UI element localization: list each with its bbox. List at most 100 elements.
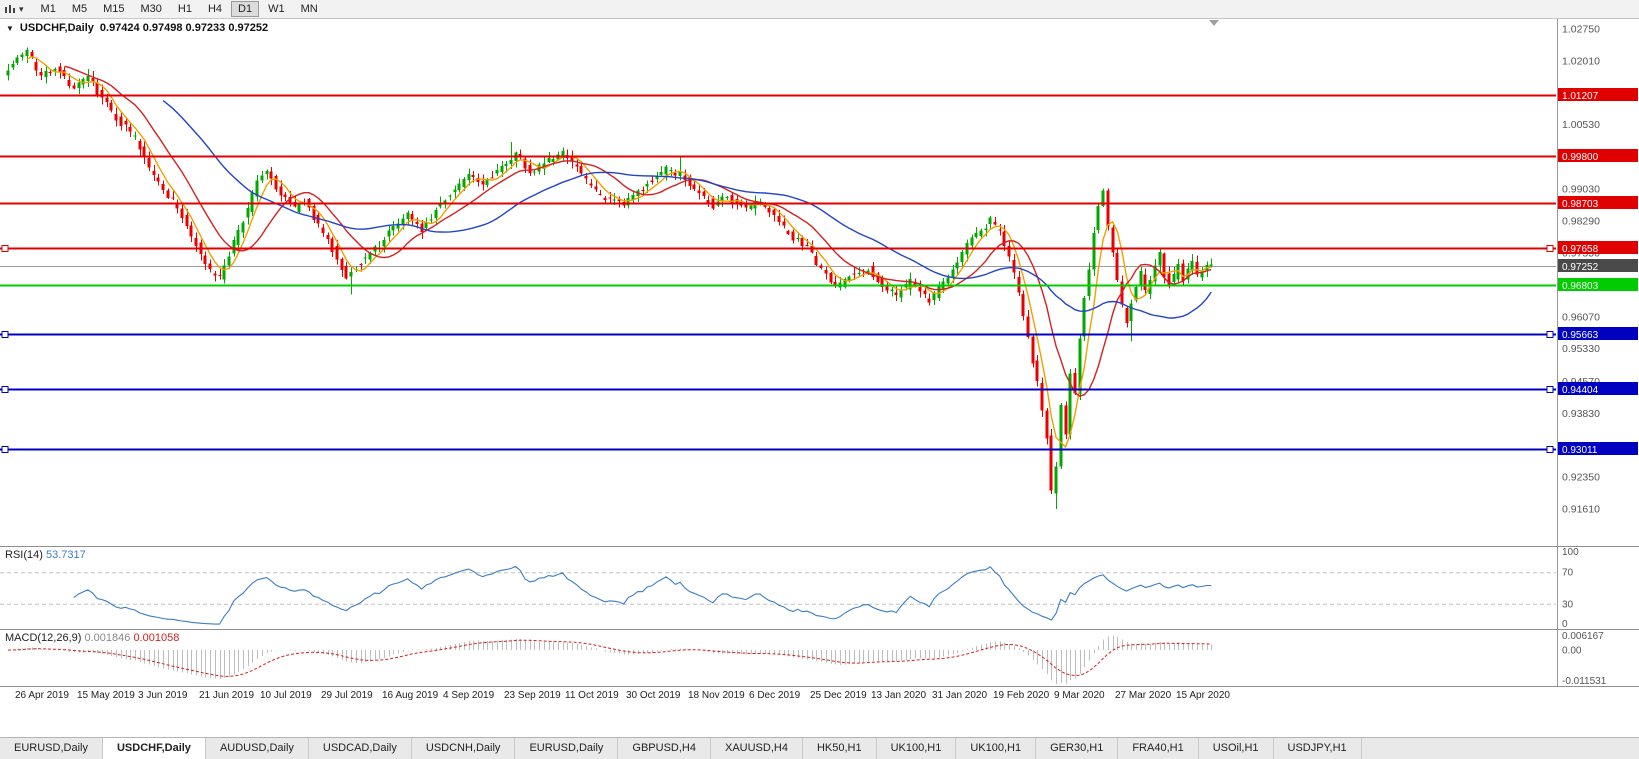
- tab-USOil-H1[interactable]: USOil,H1: [1198, 738, 1274, 759]
- price-line-0.95663[interactable]: [0, 331, 1556, 338]
- tab-EURUSD-Daily[interactable]: EURUSD,Daily: [0, 738, 103, 759]
- chart-header: ▼ USDCHF,Daily 0.97424 0.97498 0.97233 0…: [6, 22, 268, 34]
- axis-badge-0.96803: 0.96803: [1558, 278, 1638, 292]
- date-label: 27 Mar 2020: [1115, 690, 1172, 701]
- timeframe-H1[interactable]: H1: [171, 1, 199, 17]
- timeframe-M30[interactable]: M30: [134, 1, 169, 17]
- tab-UK100-H1[interactable]: UK100,H1: [876, 738, 957, 759]
- price-line-0.94404[interactable]: [0, 386, 1556, 393]
- timeframe-D1[interactable]: D1: [231, 1, 260, 17]
- ma-line-5: [26, 55, 1212, 449]
- tab-USDJPY-H1[interactable]: USDJPY,H1: [1273, 738, 1362, 759]
- macd-canvas[interactable]: 0.006167 0.00 -0.011531: [0, 630, 1639, 686]
- date-label: 10 Jul 2019: [260, 690, 312, 701]
- svg-text:0.98703: 0.98703: [1562, 199, 1599, 210]
- tab-GBPUSD-H4[interactable]: GBPUSD,H4: [618, 738, 711, 759]
- line-handle[interactable]: [1, 331, 9, 338]
- price-tick: 0.99030: [1562, 184, 1600, 196]
- chart-type-caret-icon[interactable]: ▾: [19, 3, 24, 14]
- chart-icon-glyph: [5, 5, 15, 13]
- axis-badge-1.01207: 1.01207: [1558, 88, 1638, 102]
- price-tick: 0.91610: [1562, 503, 1600, 515]
- svg-text:0.97658: 0.97658: [1562, 244, 1599, 255]
- timeframe-M5[interactable]: M5: [65, 1, 94, 17]
- ma-line-13: [64, 65, 1212, 397]
- date-label: 9 Mar 2020: [1054, 690, 1105, 701]
- axis-badge-0.93011: 0.93011: [1558, 442, 1638, 456]
- rsi-panel: 100 70 30 0 RSI(14) 53.7317: [0, 547, 1639, 630]
- line-handle[interactable]: [1546, 331, 1554, 338]
- tab-HK50-H1[interactable]: HK50,H1: [802, 738, 877, 759]
- rsi-line: [73, 565, 1212, 625]
- rsi-canvas[interactable]: 100 70 30 0: [0, 547, 1639, 629]
- date-label: 21 Jun 2019: [199, 690, 255, 701]
- svg-text:0.96803: 0.96803: [1562, 281, 1599, 292]
- timeframe-toolbar: M1 M5 M15 M30 H1 H4 D1 W1 MN: [34, 1, 325, 17]
- toolbar: ▾ M1 M5 M15 M30 H1 H4 D1 W1 MN: [0, 0, 1639, 19]
- rsi-tick: 0: [1562, 619, 1568, 629]
- date-label: 19 Feb 2020: [993, 690, 1050, 701]
- svg-text:0.97252: 0.97252: [1562, 262, 1599, 273]
- rsi-indicator-label: RSI(14) 53.7317: [5, 549, 86, 561]
- tab-FRA40-H1[interactable]: FRA40,H1: [1118, 738, 1199, 759]
- timeframe-W1[interactable]: W1: [261, 1, 292, 17]
- date-label: 3 Jun 2019: [138, 690, 188, 701]
- macd-histogram: [13, 635, 1212, 685]
- macd-signal-line: [7, 639, 1212, 677]
- price-tick: 1.00530: [1562, 119, 1600, 131]
- rsi-value: 53.7317: [45, 549, 86, 561]
- price-tick: 0.92350: [1562, 472, 1600, 484]
- price-chart-canvas[interactable]: 1.027501.020101.005300.990300.982900.975…: [0, 19, 1639, 546]
- macd-name: MACD(12,26,9): [5, 632, 82, 644]
- axis-badge-0.98703: 0.98703: [1558, 196, 1638, 210]
- price-tick: 0.93830: [1562, 408, 1600, 420]
- chart-icon[interactable]: [4, 3, 16, 15]
- chart-title: USDCHF,Daily: [19, 22, 94, 34]
- line-handle[interactable]: [1546, 245, 1554, 252]
- timeframe-M15[interactable]: M15: [96, 1, 131, 17]
- price-tick: 1.02010: [1562, 55, 1600, 67]
- macd-indicator-label: MACD(12,26,9) 0.001846 0.001058: [5, 632, 179, 644]
- price-tick: 0.98290: [1562, 216, 1600, 228]
- date-label: 25 Dec 2019: [810, 690, 867, 701]
- tab-USDCAD-Daily[interactable]: USDCAD,Daily: [308, 738, 412, 759]
- price-axis-ticks: 1.027501.020101.005300.990300.982900.975…: [1562, 23, 1600, 515]
- price-line-0.93011[interactable]: [0, 446, 1556, 453]
- macd-tick-min: -0.011531: [1562, 676, 1607, 686]
- tab-GER30-H1[interactable]: GER30,H1: [1036, 738, 1119, 759]
- macd-main-value: 0.001846: [84, 632, 131, 644]
- price-tick: 0.96070: [1562, 311, 1600, 323]
- tab-XAUUSD-H4[interactable]: XAUUSD,H4: [710, 738, 803, 759]
- date-label: 4 Sep 2019: [443, 690, 495, 701]
- timeframe-MN[interactable]: MN: [294, 1, 325, 17]
- date-label: 18 Nov 2019: [688, 690, 745, 701]
- tab-USDCHF-Daily[interactable]: USDCHF,Daily: [102, 738, 206, 759]
- line-handle[interactable]: [1, 245, 9, 252]
- macd-signal-value: 0.001058: [133, 632, 180, 644]
- tab-USDCNH-Daily[interactable]: USDCNH,Daily: [411, 738, 516, 759]
- svg-text:0.95663: 0.95663: [1562, 330, 1599, 341]
- price-line-0.97658[interactable]: [0, 245, 1556, 252]
- tab-EURUSD-Daily[interactable]: EURUSD,Daily: [515, 738, 619, 759]
- chart-shift-marker[interactable]: [1209, 20, 1219, 26]
- date-label: 16 Aug 2019: [382, 690, 439, 701]
- macd-tick-zero: 0.00: [1562, 646, 1582, 657]
- timeframe-H4[interactable]: H4: [201, 1, 229, 17]
- line-handle[interactable]: [1, 386, 9, 393]
- timeframe-M1[interactable]: M1: [34, 1, 63, 17]
- ma-line-34: [162, 99, 1212, 319]
- line-handle[interactable]: [1, 446, 9, 453]
- line-handle[interactable]: [1546, 446, 1554, 453]
- tab-AUDUSD-Daily[interactable]: AUDUSD,Daily: [205, 738, 309, 759]
- date-label: 31 Jan 2020: [932, 690, 988, 701]
- macd-tick-max: 0.006167: [1562, 631, 1604, 642]
- line-handle[interactable]: [1546, 386, 1554, 393]
- candlesticks: [6, 47, 1213, 509]
- chart-ohlc: 0.97424 0.97498 0.97233 0.97252: [99, 22, 269, 34]
- date-label: 11 Oct 2019: [565, 690, 619, 701]
- date-label: 15 May 2019: [77, 690, 135, 701]
- macd-panel: 0.006167 0.00 -0.011531 MACD(12,26,9) 0.00…: [0, 630, 1639, 687]
- axis-badge-0.97658: 0.97658: [1558, 241, 1638, 255]
- tab-UK100-H1[interactable]: UK100,H1: [956, 738, 1037, 759]
- axis-badge-0.99800: 0.99800: [1558, 149, 1638, 163]
